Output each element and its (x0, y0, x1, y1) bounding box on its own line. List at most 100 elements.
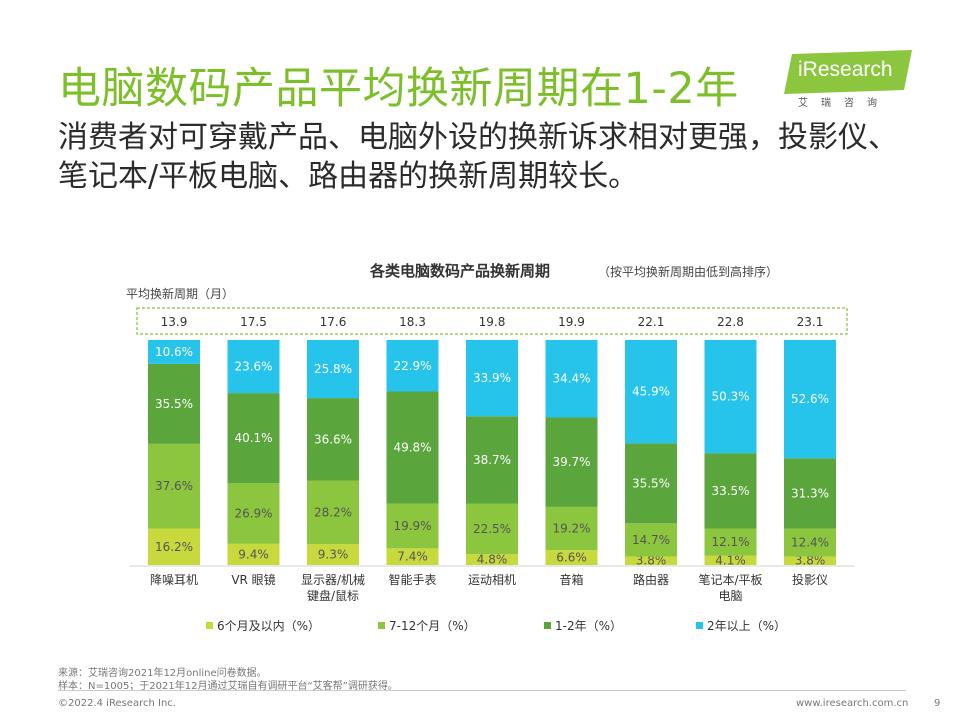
category-label: 投影仪 (792, 572, 828, 587)
bar-segment (545, 417, 598, 507)
bar-segment (625, 340, 677, 444)
data-label: 28.2% (314, 505, 352, 519)
category-label: 运动相机 (468, 573, 516, 587)
legend-label: 1-2年（%） (555, 619, 622, 633)
data-label: 33.9% (473, 371, 511, 385)
bar-segment (466, 503, 518, 555)
chart-title: 各类电脑数码产品换新周期 (369, 262, 550, 280)
data-label: 36.6% (314, 432, 352, 446)
legend-label: 6个月及以内（%） (217, 619, 320, 633)
data-label: 26.9% (234, 507, 272, 521)
category-label: 降噪耳机 (150, 573, 198, 587)
data-label: 3.8% (636, 554, 667, 568)
iresearch-logo: iResearch 艾瑞咨询 (784, 50, 914, 110)
website-text: www.iresearch.com.cn (796, 698, 909, 709)
bar-segment (784, 528, 836, 557)
data-label: 50.3% (711, 390, 749, 404)
copyright-text: ©2022.4 iResearch Inc. (58, 698, 176, 709)
data-label: 19.9% (393, 519, 431, 533)
category-label: VR 眼镜 (231, 572, 275, 587)
data-label: 9.4% (238, 547, 269, 561)
data-label: 33.5% (711, 484, 749, 498)
data-label: 4.1% (715, 553, 746, 567)
bar-segment (545, 340, 598, 418)
bar-segment (307, 398, 359, 481)
bar-segment (784, 458, 836, 529)
chart-legend: 6个月及以内（%） 7-12个月（%） 1-2年（%） 2年以上（%） (206, 619, 786, 633)
average-row-label: 平均换新周期（月） (126, 286, 234, 301)
data-label: 14.7% (632, 533, 670, 547)
data-label: 7.4% (397, 550, 428, 564)
category-label: 显示器/机械 (301, 572, 365, 587)
data-label: 12.4% (791, 536, 829, 550)
bar-segment (227, 393, 280, 484)
average-value: 23.1 (797, 315, 824, 329)
data-label: 19.2% (552, 522, 590, 536)
bar-segment (386, 503, 439, 549)
bar-segment (625, 523, 677, 557)
data-label: 38.7% (473, 453, 511, 467)
page-number: 9 (934, 698, 941, 709)
data-label: 37.6% (155, 479, 193, 493)
logo-name: iResearch (798, 58, 893, 81)
data-label: 22.9% (393, 359, 431, 373)
bar-segment (466, 416, 518, 504)
data-label: 4.8% (477, 553, 508, 567)
data-label: 6.6% (556, 551, 587, 565)
data-label: 10.6% (155, 345, 193, 359)
category-label: 键盘/鼠标 (307, 588, 359, 603)
page-title: 电脑数码产品平均换新周期在1-2年 (58, 64, 739, 114)
data-label: 35.5% (155, 397, 193, 411)
legend-swatch (696, 622, 703, 629)
legend-swatch (544, 622, 551, 629)
bar-segment (545, 550, 598, 565)
data-label: 12.1% (711, 535, 749, 549)
average-value: 22.8 (717, 315, 744, 329)
legend-label: 2年以上（%） (707, 619, 786, 633)
data-label: 25.8% (314, 362, 352, 376)
bar-segment (784, 340, 836, 459)
bar-segment (148, 528, 200, 565)
average-value: 17.6 (320, 315, 347, 329)
bar-segment (386, 548, 439, 565)
data-label: 49.8% (393, 441, 431, 455)
bar-segment (148, 363, 200, 444)
bar-segment (148, 340, 200, 364)
average-value: 22.1 (638, 315, 665, 329)
bar-segment (386, 391, 439, 504)
bar-segment (227, 340, 280, 394)
bar-segment (545, 506, 598, 551)
bar-segment (386, 340, 439, 392)
page-subtitle: 消费者对可穿戴产品、电脑外设的换新诉求相对更强，投影仪、笔记本/平板电脑、路由器… (58, 120, 898, 194)
bar-segment (307, 340, 359, 399)
bar-segment (227, 483, 280, 544)
category-label: 路由器 (633, 572, 669, 587)
bar-segment (704, 528, 757, 556)
data-label: 39.7% (552, 455, 590, 469)
bar-segment (784, 556, 836, 565)
source-note: 来源：艾瑞咨询2021年12月online问卷数据。 (58, 668, 267, 679)
average-value: 18.3 (399, 315, 426, 329)
data-label: 23.6% (234, 360, 272, 374)
category-label: 电脑 (718, 589, 742, 603)
bar-segment (227, 543, 280, 565)
category-label: 智能手表 (388, 572, 436, 587)
data-label: 31.3% (791, 486, 829, 500)
average-value: 13.9 (161, 315, 188, 329)
average-row-frame (136, 307, 848, 335)
average-value: 19.8 (479, 315, 506, 329)
bar-segment (466, 340, 518, 417)
bar-segment (704, 555, 757, 565)
data-label: 16.2% (155, 540, 193, 554)
category-label: 笔记本/平板 (698, 572, 762, 587)
data-label: 9.3% (318, 548, 349, 562)
logo-banner-shape (784, 50, 912, 94)
bar-segment (704, 453, 757, 529)
legend-label: 7-12个月（%） (389, 619, 476, 633)
bar-segment (466, 554, 518, 565)
bar-segment (307, 544, 359, 565)
bar-segment (625, 443, 677, 524)
data-label: 40.1% (234, 431, 272, 445)
data-label: 45.9% (632, 385, 670, 399)
